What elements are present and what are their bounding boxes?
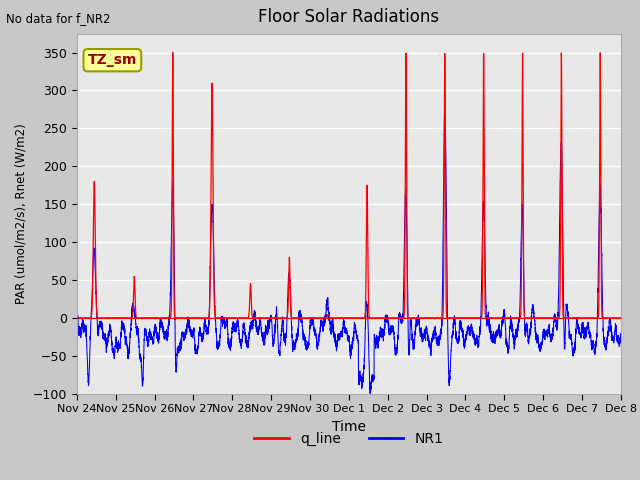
NR1 xyxy=(617,330,625,336)
Y-axis label: PAR (umol/m2/s), Rnet (W/m2): PAR (umol/m2/s), Rnet (W/m2) xyxy=(14,123,27,304)
q_line xyxy=(479,216,486,222)
q_line xyxy=(73,315,81,321)
NR1 xyxy=(281,339,289,345)
Text: TZ_sm: TZ_sm xyxy=(88,53,137,67)
NR1 xyxy=(520,304,528,310)
q_line xyxy=(520,311,528,316)
NR1 xyxy=(427,347,435,352)
NR1 xyxy=(441,103,449,108)
q_line xyxy=(617,315,625,321)
NR1 xyxy=(73,317,81,323)
Legend: q_line, NR1: q_line, NR1 xyxy=(249,426,449,452)
Line: q_line: q_line xyxy=(77,52,621,318)
NR1 xyxy=(479,209,487,215)
q_line xyxy=(169,49,177,55)
q_line xyxy=(427,315,435,321)
X-axis label: Time: Time xyxy=(332,420,366,433)
NR1 xyxy=(399,304,407,310)
NR1 xyxy=(366,391,374,396)
q_line xyxy=(399,315,407,321)
NR1 xyxy=(172,362,179,368)
Line: NR1: NR1 xyxy=(77,106,621,394)
Text: No data for f_NR2: No data for f_NR2 xyxy=(6,12,111,25)
q_line xyxy=(172,315,180,321)
q_line xyxy=(281,315,289,321)
Title: Floor Solar Radiations: Floor Solar Radiations xyxy=(258,9,440,26)
